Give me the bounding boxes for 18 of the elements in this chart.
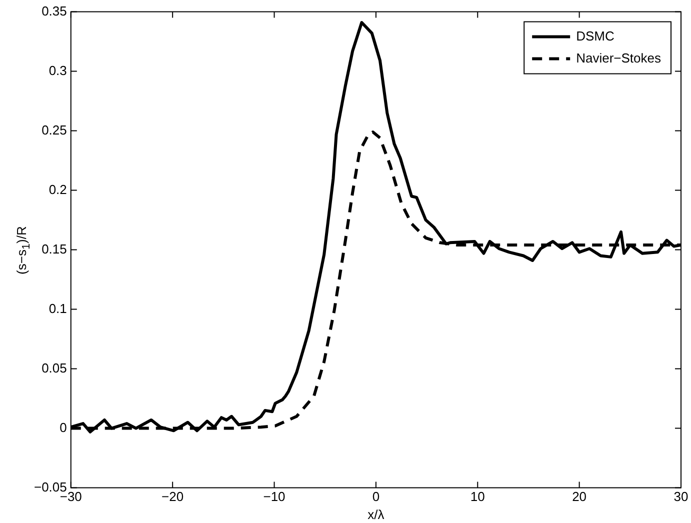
y-tick-label: 0.15 bbox=[42, 241, 67, 256]
y-tick-label: 0.2 bbox=[48, 182, 67, 197]
y-tick-label: 0.3 bbox=[48, 62, 67, 78]
y-tick-label: −0.05 bbox=[34, 479, 67, 494]
x-tick-label: −20 bbox=[162, 489, 184, 504]
x-tick-label: 10 bbox=[470, 489, 485, 504]
x-tick-label: 0 bbox=[372, 489, 380, 504]
y-tick-label: 0.25 bbox=[42, 122, 67, 138]
x-axis-title: x/λ bbox=[368, 506, 385, 522]
y-tick-label: 0.1 bbox=[48, 300, 67, 316]
x-tick-label: 30 bbox=[674, 489, 688, 504]
y-tick-label: 0.05 bbox=[42, 360, 67, 376]
legend-label: DSMC bbox=[576, 28, 614, 44]
y-tick-label: 0.35 bbox=[42, 3, 67, 18]
y-tick-label: 0 bbox=[60, 420, 67, 435]
x-tick-label: −10 bbox=[263, 489, 286, 504]
x-tick-label: 20 bbox=[572, 489, 587, 504]
legend-label: Navier−Stokes bbox=[576, 50, 662, 66]
